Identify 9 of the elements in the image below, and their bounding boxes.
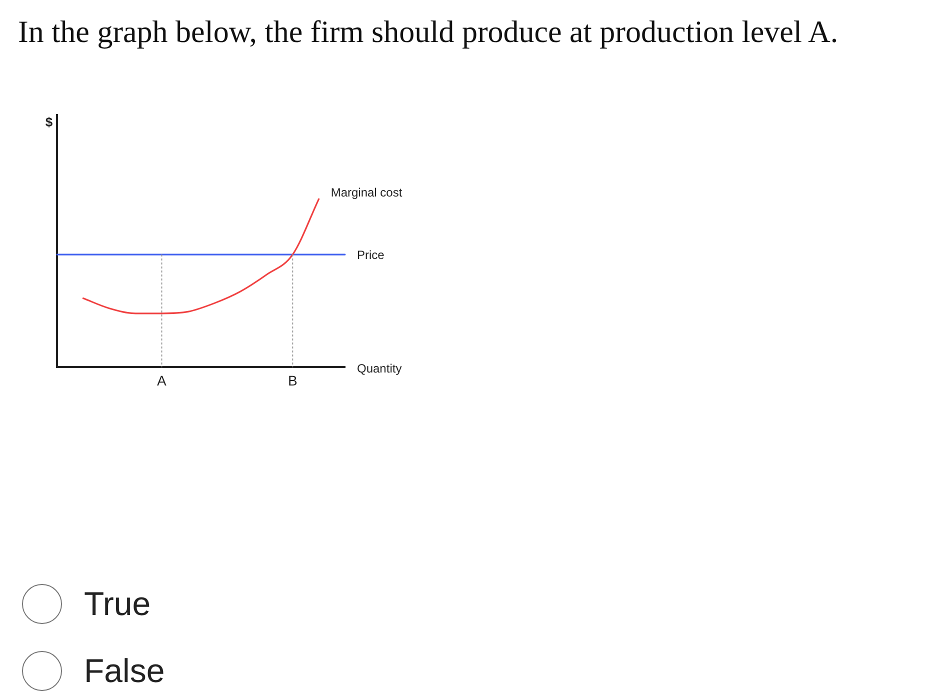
x-tick-label: A [157,372,168,388]
text: True [84,584,151,622]
series-label: Price [357,248,385,262]
x-tick-label: B [288,372,298,388]
text: $ [45,114,54,130]
text: In the graph below, the firm should produce at production level A. [18,14,838,50]
text: False [84,652,165,690]
series-label: Marginal cost [330,185,403,200]
x-axis-title: Quantity [357,362,402,376]
